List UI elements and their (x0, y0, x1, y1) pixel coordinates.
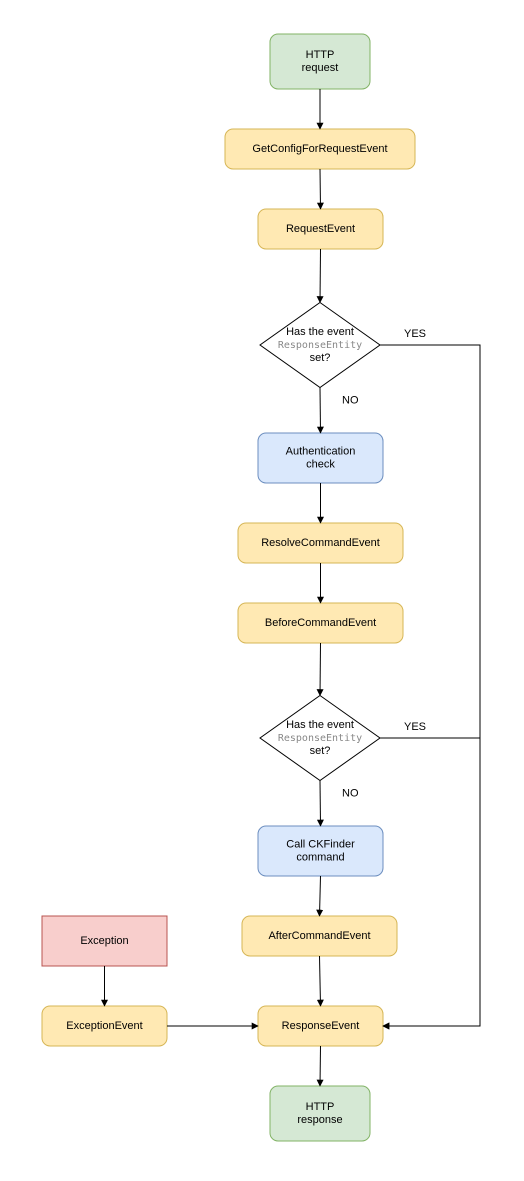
edge-dec1-auth (320, 388, 321, 434)
edge-after-respevt (320, 956, 321, 1006)
edge-reqevt-dec1 (320, 249, 321, 303)
node-excevt-line0: ExceptionEvent (66, 1020, 142, 1032)
edge-label-dec2-call: NO (342, 788, 359, 800)
node-dec1-line2: set? (310, 352, 331, 364)
node-call-line0: Call CKFinder (286, 838, 355, 850)
node-call-line1: command (296, 851, 344, 863)
node-http_resp-line1: response (297, 1114, 342, 1126)
node-exc-line0: Exception (80, 935, 128, 947)
node-http_resp-line0: HTTP (306, 1101, 335, 1113)
edge-label-dec1-auth: NO (342, 395, 359, 407)
node-auth-line0: Authentication (286, 445, 356, 457)
node-reqevt-line0: RequestEvent (286, 223, 355, 235)
node-http_req-line0: HTTP (306, 49, 335, 61)
edge-label-dec2-respevt: YES (404, 721, 426, 733)
node-dec1-line0: Has the event (286, 326, 354, 338)
node-dec2-line1: ResponseEntity (278, 733, 362, 744)
node-before-line0: BeforeCommandEvent (265, 617, 376, 629)
node-resolve-line0: ResolveCommandEvent (261, 537, 380, 549)
flowchart-canvas: HTTPrequestGetConfigForRequestEventReque… (0, 0, 524, 1181)
edge-respevt-http_resp (320, 1046, 321, 1086)
node-after-line0: AfterCommandEvent (268, 930, 370, 942)
edge-dec2-respevt (380, 738, 480, 1026)
edge-before-dec2 (320, 643, 321, 696)
node-respevt-line0: ResponseEvent (282, 1020, 360, 1032)
node-http_req-line1: request (302, 62, 339, 74)
node-getcfg-line0: GetConfigForRequestEvent (252, 143, 387, 155)
node-dec2-line2: set? (310, 745, 331, 757)
edge-label-dec1-respevt: YES (404, 328, 426, 340)
node-auth-line1: check (306, 458, 335, 470)
edge-getcfg-reqevt (320, 169, 321, 209)
node-dec2-line0: Has the event (286, 719, 354, 731)
node-dec1-line1: ResponseEntity (278, 340, 362, 351)
edge-call-after (320, 876, 321, 916)
edge-dec2-call (320, 781, 321, 827)
